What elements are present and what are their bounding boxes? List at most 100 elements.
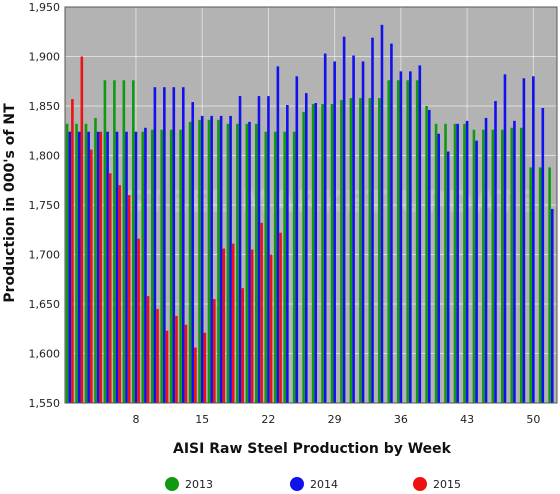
bar-2015-week-8[interactable]	[137, 238, 140, 403]
bar-2014-week-21[interactable]	[257, 96, 261, 403]
bar-2013-week-16[interactable]	[207, 119, 211, 404]
bar-2014-week-28[interactable]	[323, 53, 327, 403]
bar-2015-week-21[interactable]	[260, 222, 263, 403]
bar-2013-week-43[interactable]	[463, 123, 466, 403]
bar-2014-week-33[interactable]	[371, 37, 374, 403]
bar-2013-week-45[interactable]	[482, 129, 485, 403]
bar-2014-week-52[interactable]	[550, 208, 554, 403]
bar-2013-week-35[interactable]	[387, 80, 391, 403]
bar-2015-week-11[interactable]	[165, 330, 169, 403]
bar-2014-week-22[interactable]	[267, 96, 270, 403]
bar-2013-week-46[interactable]	[491, 129, 495, 403]
bar-2014-week-23[interactable]	[276, 66, 280, 404]
bar-2013-week-1[interactable]	[65, 123, 69, 403]
bar-2015-week-14[interactable]	[194, 347, 197, 403]
bar-2014-week-20[interactable]	[248, 121, 251, 403]
bar-2013-week-4[interactable]	[94, 117, 97, 403]
bar-2014-week-35[interactable]	[390, 43, 393, 403]
bar-2013-week-22[interactable]	[264, 131, 268, 404]
bar-2014-week-36[interactable]	[399, 71, 403, 403]
bar-2014-week-3[interactable]	[87, 131, 90, 404]
bar-2013-week-13[interactable]	[179, 129, 182, 403]
bar-2013-week-17[interactable]	[217, 119, 220, 404]
bar-2013-week-28[interactable]	[321, 104, 324, 404]
bar-2013-week-51[interactable]	[538, 167, 542, 403]
bar-2014-week-1[interactable]	[68, 131, 72, 404]
bar-2014-week-24[interactable]	[286, 105, 289, 403]
bar-2014-week-37[interactable]	[409, 71, 412, 403]
bar-2013-week-52[interactable]	[548, 167, 551, 403]
bar-2014-week-43[interactable]	[465, 120, 469, 403]
bar-2015-week-5[interactable]	[108, 173, 112, 403]
bar-2014-week-31[interactable]	[352, 55, 355, 403]
bar-2013-week-49[interactable]	[519, 127, 523, 403]
bar-2014-week-34[interactable]	[380, 24, 384, 403]
bar-2014-week-26[interactable]	[304, 93, 308, 403]
bar-2014-week-8[interactable]	[134, 131, 138, 404]
bar-2015-week-17[interactable]	[222, 248, 226, 403]
bar-2014-week-39[interactable]	[427, 109, 431, 404]
bar-2013-week-47[interactable]	[501, 129, 504, 403]
bar-2013-week-44[interactable]	[472, 129, 476, 403]
bar-2014-week-47[interactable]	[503, 74, 507, 403]
bar-2013-week-24[interactable]	[283, 131, 286, 404]
bar-2013-week-21[interactable]	[255, 123, 258, 403]
bar-2013-week-23[interactable]	[273, 131, 277, 404]
bar-2014-week-48[interactable]	[513, 120, 516, 403]
bar-2013-week-15[interactable]	[198, 119, 201, 404]
bar-2013-week-14[interactable]	[188, 121, 192, 403]
bar-2013-week-33[interactable]	[368, 98, 372, 403]
bar-2013-week-11[interactable]	[160, 129, 163, 403]
bar-2013-week-27[interactable]	[311, 104, 315, 404]
bar-2015-week-1[interactable]	[71, 99, 74, 403]
bar-2015-week-6[interactable]	[118, 185, 121, 403]
bar-2015-week-20[interactable]	[250, 249, 254, 403]
bar-2013-week-30[interactable]	[340, 100, 343, 403]
bar-2015-week-15[interactable]	[203, 332, 207, 403]
legend-item-2015[interactable]: 2015	[413, 477, 461, 491]
bar-2015-week-18[interactable]	[231, 243, 235, 403]
bar-2014-week-32[interactable]	[361, 61, 365, 403]
bar-2014-week-41[interactable]	[446, 151, 450, 403]
bar-2015-week-22[interactable]	[269, 254, 273, 404]
bar-2014-week-51[interactable]	[541, 107, 545, 403]
bar-2013-week-34[interactable]	[378, 98, 381, 403]
bar-2013-week-2[interactable]	[75, 123, 78, 403]
bar-2014-week-30[interactable]	[342, 36, 346, 403]
bar-2015-week-4[interactable]	[99, 131, 103, 404]
bar-2014-week-12[interactable]	[172, 87, 176, 403]
bar-2014-week-18[interactable]	[229, 115, 232, 404]
bar-2013-week-19[interactable]	[236, 123, 239, 403]
bar-2013-week-3[interactable]	[84, 123, 88, 403]
bar-2014-week-2[interactable]	[77, 131, 81, 404]
bar-2013-week-37[interactable]	[406, 80, 409, 403]
bar-2015-week-10[interactable]	[156, 308, 159, 403]
bar-2014-week-13[interactable]	[181, 87, 185, 403]
bar-2014-week-4[interactable]	[96, 131, 100, 404]
bar-2015-week-2[interactable]	[80, 56, 84, 404]
bar-2015-week-16[interactable]	[213, 299, 216, 403]
bar-2013-week-26[interactable]	[302, 111, 305, 403]
bar-2013-week-10[interactable]	[150, 129, 154, 403]
bar-2013-week-5[interactable]	[103, 80, 107, 403]
bar-2013-week-42[interactable]	[453, 123, 457, 403]
legend-item-2013[interactable]: 2013	[165, 477, 213, 491]
bar-2013-week-29[interactable]	[330, 104, 334, 404]
bar-2015-week-12[interactable]	[175, 315, 178, 403]
bar-2013-week-9[interactable]	[141, 131, 145, 404]
bar-2014-week-29[interactable]	[333, 61, 336, 403]
bar-2013-week-18[interactable]	[226, 123, 230, 403]
bar-2014-week-9[interactable]	[144, 127, 147, 403]
bar-2015-week-3[interactable]	[90, 149, 93, 403]
bar-2013-week-41[interactable]	[444, 123, 447, 403]
bar-2015-week-19[interactable]	[241, 288, 244, 403]
bar-2013-week-48[interactable]	[510, 127, 514, 403]
bar-2014-week-45[interactable]	[484, 117, 488, 403]
bar-2014-week-6[interactable]	[115, 131, 119, 404]
bar-2013-week-25[interactable]	[292, 131, 296, 404]
bar-2014-week-10[interactable]	[153, 87, 157, 403]
legend-item-2014[interactable]: 2014	[290, 477, 338, 491]
bar-2013-week-50[interactable]	[529, 167, 532, 403]
legend[interactable]: 2013 2014 2015	[165, 477, 461, 491]
bar-2014-week-14[interactable]	[191, 102, 195, 403]
